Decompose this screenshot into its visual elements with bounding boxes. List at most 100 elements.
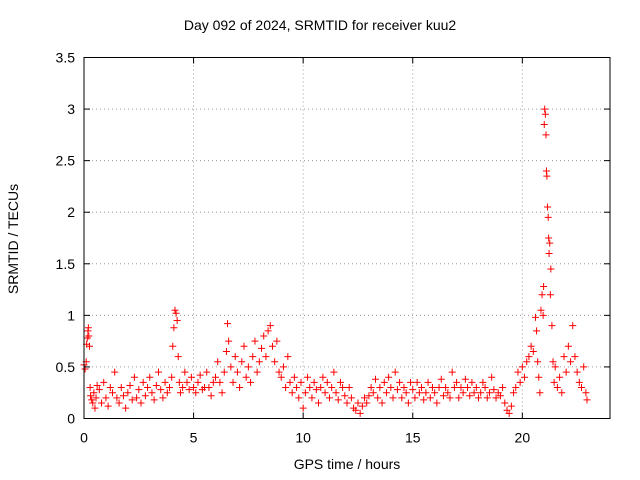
data-point	[537, 306, 545, 314]
x-axis-label: GPS time / hours	[293, 456, 401, 472]
data-point	[533, 327, 541, 335]
data-point	[582, 389, 590, 397]
data-point	[534, 358, 542, 366]
data-point	[85, 342, 93, 350]
y-tick-label: 2.5	[56, 153, 76, 169]
data-point	[499, 384, 507, 392]
data-point	[569, 322, 577, 330]
data-point	[255, 358, 263, 366]
data-point	[258, 344, 266, 352]
data-point	[194, 378, 202, 386]
data-point	[352, 406, 360, 414]
data-point	[422, 389, 430, 397]
data-point	[133, 394, 141, 402]
data-point	[571, 353, 579, 361]
data-point	[479, 378, 487, 386]
data-point	[251, 337, 259, 345]
data-point	[540, 282, 548, 290]
data-point	[225, 337, 233, 345]
data-point	[400, 384, 408, 392]
data-point	[325, 394, 333, 402]
data-point	[171, 306, 179, 314]
data-point	[541, 105, 549, 113]
data-point	[233, 368, 241, 376]
data-point	[89, 399, 97, 407]
data-point	[367, 384, 375, 392]
data-point	[428, 384, 436, 392]
data-point	[539, 311, 547, 319]
data-point	[418, 384, 426, 392]
data-point	[424, 378, 432, 386]
data-point	[304, 373, 312, 381]
data-point	[310, 378, 318, 386]
data-point	[435, 384, 443, 392]
data-point	[398, 394, 406, 402]
data-point	[415, 389, 423, 397]
data-point	[286, 378, 294, 386]
data-point	[144, 384, 152, 392]
data-point	[387, 384, 395, 392]
data-point	[238, 358, 246, 366]
data-point	[516, 378, 524, 386]
data-point	[93, 381, 101, 389]
data-point	[117, 384, 125, 392]
data-point	[104, 402, 112, 410]
data-point	[545, 234, 553, 242]
data-point	[282, 384, 290, 392]
data-point	[183, 378, 191, 386]
data-point	[312, 386, 320, 394]
plot-frame	[83, 57, 611, 419]
data-point	[84, 324, 92, 332]
data-point	[242, 373, 250, 381]
data-point	[111, 368, 119, 376]
data-point	[512, 384, 520, 392]
data-point	[413, 378, 421, 386]
grid-lines	[84, 57, 610, 419]
data-point	[580, 363, 588, 371]
data-point	[564, 342, 572, 350]
data-point	[220, 368, 228, 376]
data-point	[433, 399, 441, 407]
data-point	[457, 384, 465, 392]
data-point	[439, 392, 447, 400]
data-point	[271, 358, 279, 366]
data-point	[523, 358, 531, 366]
data-point	[319, 373, 327, 381]
data-point	[293, 384, 301, 392]
data-point	[411, 394, 419, 402]
data-point	[548, 322, 556, 330]
data-point	[86, 384, 94, 392]
data-point	[279, 363, 287, 371]
data-point	[343, 399, 351, 407]
data-point	[87, 392, 95, 400]
data-point	[407, 378, 415, 386]
data-point	[216, 378, 224, 386]
data-point	[102, 394, 110, 402]
data-point	[365, 392, 373, 400]
data-point	[244, 363, 252, 371]
data-point	[323, 378, 331, 386]
data-point	[161, 378, 169, 386]
data-point	[336, 378, 344, 386]
data-point	[514, 368, 522, 376]
data-point	[356, 409, 364, 417]
data-point	[507, 402, 515, 410]
data-point	[431, 389, 439, 397]
data-point	[222, 347, 230, 355]
x-tick-label: 15	[405, 430, 421, 446]
data-point	[299, 404, 307, 412]
x-tick-label: 5	[190, 430, 198, 446]
data-point	[461, 375, 469, 383]
data-point	[108, 389, 116, 397]
data-point	[538, 291, 546, 299]
data-point	[544, 213, 552, 221]
data-point	[510, 389, 518, 397]
data-point	[124, 389, 132, 397]
data-point	[174, 353, 182, 361]
data-point	[339, 384, 347, 392]
data-point	[369, 389, 377, 397]
data-point	[485, 389, 493, 397]
data-point	[540, 121, 548, 129]
data-point	[455, 394, 463, 402]
data-point	[492, 394, 500, 402]
